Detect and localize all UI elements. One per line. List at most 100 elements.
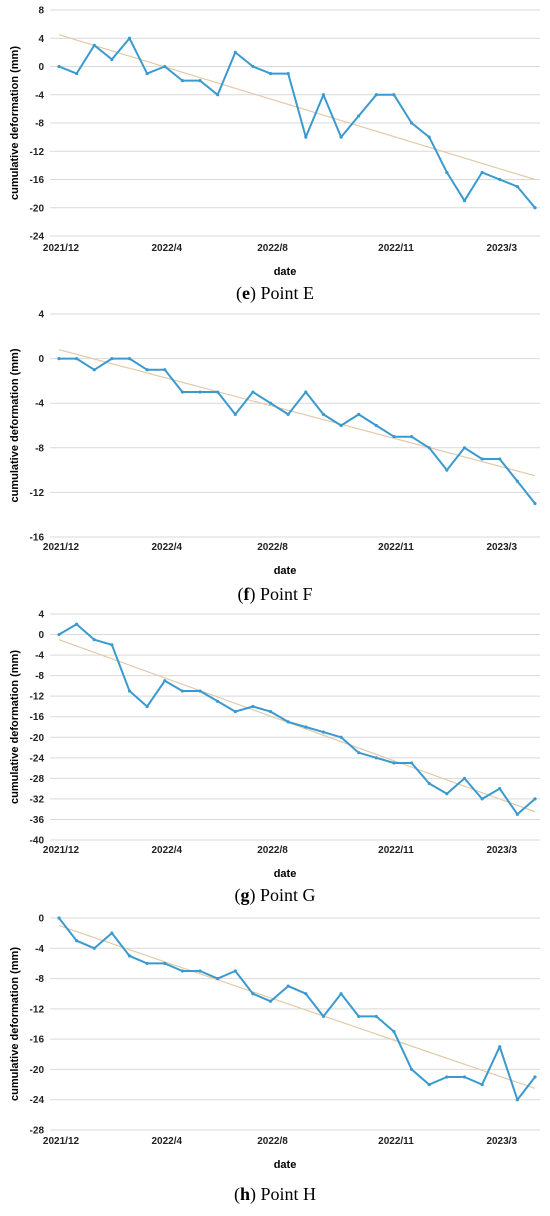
data-point xyxy=(233,709,237,714)
x-tick-label: 2023/3 xyxy=(486,845,517,856)
data-point xyxy=(515,812,519,816)
y-tick-label: -4 xyxy=(35,944,44,955)
data-point xyxy=(462,1075,467,1079)
data-point xyxy=(304,135,308,139)
data-point xyxy=(75,622,79,626)
panel-title-f: Point F xyxy=(259,584,313,604)
y-tick-label: 4 xyxy=(38,310,44,321)
data-point xyxy=(233,50,237,54)
data-point xyxy=(145,368,149,372)
data-point xyxy=(216,390,220,394)
y-tick-label: -24 xyxy=(30,1095,45,1106)
data-point xyxy=(462,199,467,203)
x-axis-label: date xyxy=(274,1159,297,1171)
y-tick-label: -12 xyxy=(30,692,45,703)
x-tick-label: 2022/4 xyxy=(151,1136,182,1147)
data-point xyxy=(409,1067,414,1072)
x-tick-label: 2023/3 xyxy=(486,1136,517,1147)
y-tick-label: -20 xyxy=(30,203,45,214)
trend-line xyxy=(58,925,536,1089)
panel-caption-e: (e) Point E xyxy=(235,283,314,303)
y-tick-label: -8 xyxy=(35,443,44,454)
data-point xyxy=(216,93,220,97)
data-point xyxy=(304,725,308,729)
x-tick-label: 2023/3 xyxy=(486,542,517,553)
data-point xyxy=(392,761,396,765)
x-tick-label: 2022/8 xyxy=(257,243,288,254)
data-point xyxy=(198,79,202,83)
data-point xyxy=(57,916,61,920)
data-point xyxy=(163,64,167,69)
data-point xyxy=(110,643,114,647)
data-point xyxy=(268,709,273,714)
data-point xyxy=(163,679,167,683)
data-point xyxy=(374,1014,378,1019)
chart-panel-e: 8 4 0 -4 -8 -12 -16 -20 -24 2021/12 2022/4 2022/8 20… xyxy=(0,0,550,310)
data-point xyxy=(321,412,326,416)
data-point xyxy=(427,781,431,786)
data-point xyxy=(145,71,149,76)
y-axis-label: cumulative deformation (mm) xyxy=(9,348,21,502)
data-point xyxy=(198,689,202,693)
data-point xyxy=(304,992,308,996)
x-tick-label: 2021/12 xyxy=(43,845,80,856)
data-point xyxy=(163,368,167,372)
data-point xyxy=(216,699,220,703)
panel-caption-h: (h) Point H xyxy=(233,1184,317,1204)
data-point xyxy=(233,969,237,973)
x-tick-label: 2022/8 xyxy=(257,845,288,856)
data-point xyxy=(127,36,132,40)
y-tick-label: -8 xyxy=(35,671,44,682)
data-point xyxy=(339,735,343,739)
data-point xyxy=(286,720,290,724)
data-point xyxy=(286,71,290,76)
series-line xyxy=(59,357,536,505)
data-point xyxy=(445,1075,449,1079)
data-point xyxy=(180,969,185,973)
panel-title-h: Point H xyxy=(260,1184,317,1204)
data-point xyxy=(409,435,414,439)
x-tick-label: 2022/4 xyxy=(151,845,182,856)
data-point xyxy=(374,423,378,428)
y-tick-label: -36 xyxy=(30,815,45,826)
y-tick-label: 4 xyxy=(38,610,44,621)
data-point xyxy=(515,1098,519,1102)
chart-panel-f: 4 0 -4 -8 -12 -16 2021/12 2022/4 2022/8 2022/11 20… xyxy=(0,310,550,608)
y-tick-label: 0 xyxy=(38,62,44,73)
y-tick-label: 0 xyxy=(38,630,44,641)
data-point xyxy=(533,501,537,506)
x-axis-label: date xyxy=(274,565,297,577)
data-point xyxy=(480,797,484,801)
x-tick-label: 2021/12 xyxy=(43,1136,80,1147)
x-tick-label: 2022/11 xyxy=(378,243,414,254)
data-point xyxy=(92,638,96,642)
panel-letter-h: h xyxy=(239,1184,250,1204)
data-point xyxy=(480,170,484,175)
data-point xyxy=(498,787,502,791)
data-point xyxy=(462,776,467,780)
y-tick-label: -32 xyxy=(30,794,45,805)
data-point xyxy=(57,357,61,361)
data-point xyxy=(357,114,361,118)
data-point xyxy=(339,423,343,428)
data-point xyxy=(445,170,449,175)
data-point xyxy=(145,961,149,966)
panel-letter-e: e xyxy=(241,283,250,303)
y-tick-label: -12 xyxy=(30,1004,45,1015)
series-line xyxy=(58,917,536,1101)
y-tick-label: -28 xyxy=(30,774,45,785)
y-tick-label: -24 xyxy=(30,232,45,243)
data-point xyxy=(321,93,326,97)
x-tick-label: 2022/8 xyxy=(257,1136,288,1147)
data-point xyxy=(75,939,79,943)
data-point xyxy=(533,1075,537,1079)
data-point xyxy=(110,931,114,935)
data-point xyxy=(392,93,396,97)
data-point xyxy=(498,177,502,182)
data-point xyxy=(480,457,484,461)
data-point xyxy=(392,1029,396,1034)
y-tick-label: -24 xyxy=(30,753,45,764)
chart-panel-g: 4 0 -4 -8 -12 -16 -20 -24 -28 -32 -36 -40 2021/12 202… xyxy=(0,608,550,908)
